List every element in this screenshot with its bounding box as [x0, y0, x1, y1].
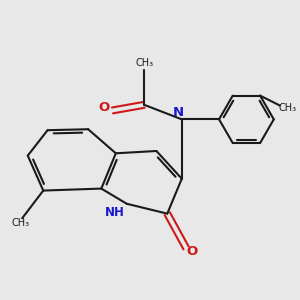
Text: CH₃: CH₃	[278, 103, 296, 113]
Text: O: O	[99, 100, 110, 114]
Text: CH₃: CH₃	[11, 218, 30, 228]
Text: NH: NH	[105, 206, 125, 218]
Text: N: N	[173, 106, 184, 119]
Text: CH₃: CH₃	[135, 58, 153, 68]
Text: O: O	[186, 245, 198, 258]
